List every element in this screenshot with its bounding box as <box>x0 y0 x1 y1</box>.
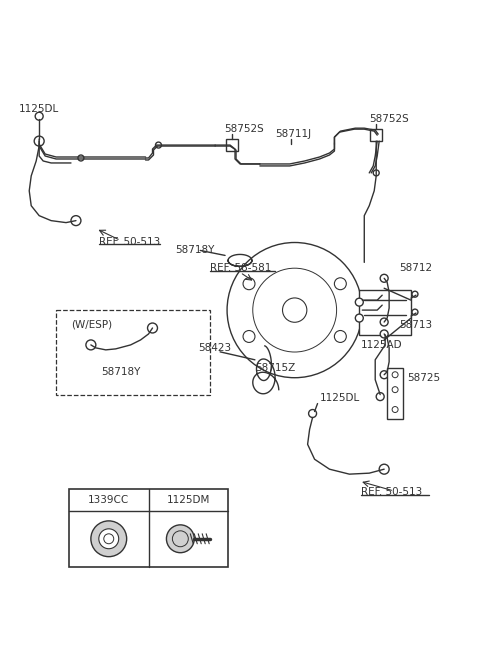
Circle shape <box>99 529 119 548</box>
Circle shape <box>71 216 81 226</box>
Circle shape <box>392 372 398 378</box>
Circle shape <box>167 525 194 553</box>
Circle shape <box>380 274 388 282</box>
Circle shape <box>227 243 362 378</box>
Text: 58713: 58713 <box>399 320 432 330</box>
Text: 58718Y: 58718Y <box>175 245 215 255</box>
Circle shape <box>335 331 346 342</box>
Circle shape <box>156 142 161 148</box>
Bar <box>387 368 403 419</box>
Text: REF. 50-513: REF. 50-513 <box>99 237 160 247</box>
Text: 58725: 58725 <box>407 373 440 382</box>
Text: 1125DM: 1125DM <box>167 495 210 505</box>
Circle shape <box>380 371 388 379</box>
Text: 58718Y: 58718Y <box>101 367 140 377</box>
Circle shape <box>243 277 255 290</box>
Text: 58752S: 58752S <box>224 124 264 134</box>
Circle shape <box>412 309 418 315</box>
Text: 1125AD: 1125AD <box>361 340 403 350</box>
Text: REF. 58-581: REF. 58-581 <box>210 263 272 274</box>
Circle shape <box>147 323 157 333</box>
Circle shape <box>172 531 188 546</box>
Circle shape <box>309 409 316 417</box>
Bar <box>56 310 210 395</box>
Text: REF. 50-513: REF. 50-513 <box>361 487 422 497</box>
Circle shape <box>392 386 398 393</box>
Circle shape <box>253 268 336 352</box>
Text: (W/ESP): (W/ESP) <box>71 319 112 329</box>
Text: 58423: 58423 <box>198 343 231 353</box>
Text: 58752S: 58752S <box>369 114 409 124</box>
Circle shape <box>355 298 363 306</box>
Circle shape <box>335 277 346 290</box>
Circle shape <box>373 170 379 176</box>
Circle shape <box>35 112 43 120</box>
Circle shape <box>355 314 363 322</box>
Bar <box>370 129 382 141</box>
Circle shape <box>380 318 388 326</box>
Bar <box>69 489 228 567</box>
Circle shape <box>380 330 388 338</box>
Circle shape <box>379 464 389 474</box>
Circle shape <box>243 331 255 342</box>
Text: 1125DL: 1125DL <box>19 104 60 114</box>
Text: 58712: 58712 <box>399 263 432 274</box>
Bar <box>360 290 411 335</box>
Circle shape <box>104 534 114 544</box>
Circle shape <box>283 298 307 322</box>
Text: 1339CC: 1339CC <box>88 495 130 505</box>
Circle shape <box>412 291 418 297</box>
Text: 1125DL: 1125DL <box>320 392 360 403</box>
Circle shape <box>392 407 398 413</box>
Text: 58711J: 58711J <box>275 129 311 139</box>
Circle shape <box>34 136 44 146</box>
Circle shape <box>91 521 127 557</box>
Circle shape <box>376 393 384 401</box>
Circle shape <box>78 155 84 161</box>
Bar <box>226 139 238 151</box>
Text: 58715Z: 58715Z <box>255 363 295 373</box>
Circle shape <box>86 340 96 350</box>
